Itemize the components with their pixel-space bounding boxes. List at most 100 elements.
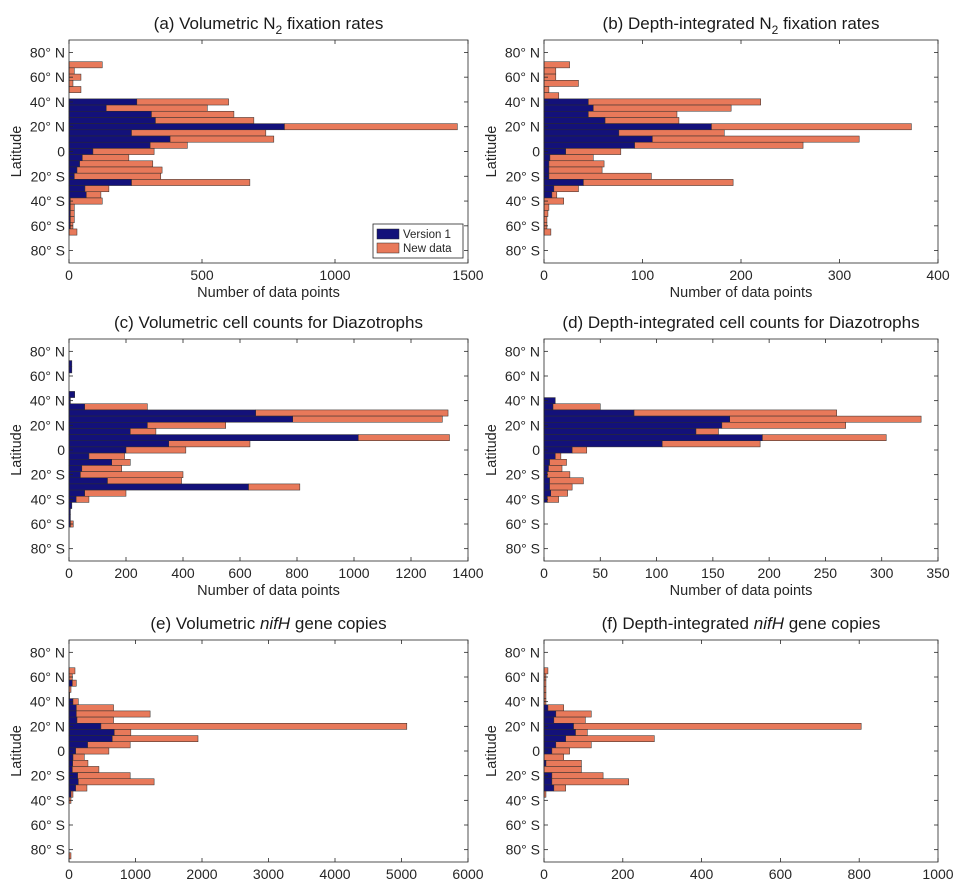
y-tick-label: 60° N — [505, 69, 540, 85]
bar-new-data — [550, 489, 568, 497]
title-italic: nifH — [754, 614, 785, 633]
x-tick-label: 300 — [828, 267, 852, 283]
bar-version1 — [68, 123, 285, 131]
bar-new-data — [84, 403, 148, 411]
bar-new-data — [248, 483, 301, 491]
x-tick-label: 800 — [285, 565, 309, 581]
bar-new-data — [70, 210, 75, 217]
y-tick-label: 20° N — [30, 417, 65, 433]
x-tick-label: 3000 — [253, 866, 284, 881]
bar-new-data — [70, 197, 103, 205]
bar-new-data — [565, 735, 655, 742]
y-tick-label: 80° N — [505, 644, 540, 660]
title-suffix: fixation rates — [778, 14, 879, 33]
bar-new-data — [72, 679, 77, 687]
bar-new-data — [543, 61, 570, 69]
bar-new-data — [551, 191, 558, 199]
bar-new-data — [76, 166, 163, 174]
y-tick-label: 60° N — [505, 368, 540, 384]
bar-version1 — [68, 117, 156, 124]
x-tick-label: 400 — [171, 565, 195, 581]
x-tick-label: 800 — [848, 866, 872, 881]
y-tick-label: 60° N — [30, 368, 65, 384]
bar-new-data — [70, 790, 74, 798]
bar-new-data — [549, 459, 567, 466]
bar-version1 — [543, 735, 566, 742]
bar-version1 — [68, 766, 73, 773]
y-tick-label: 80° N — [30, 44, 65, 60]
x-tick-label: 1200 — [395, 565, 426, 581]
bar-new-data — [79, 160, 154, 168]
chart-title: (c) Volumetric cell counts for Diazotrop… — [114, 313, 423, 332]
bar-new-data — [68, 667, 76, 675]
bar-new-data — [543, 80, 579, 87]
x-tick-label: 1400 — [452, 565, 483, 581]
y-tick-label: 80° N — [505, 44, 540, 60]
bar-new-data — [543, 766, 582, 773]
bar-new-data — [72, 753, 85, 761]
legend-label-version1: Version 1 — [403, 229, 451, 241]
bar-new-data — [661, 440, 761, 448]
title-suffix: gene copies — [784, 614, 880, 633]
y-tick-label: 0 — [57, 144, 65, 160]
bar-new-data — [588, 110, 678, 118]
bar-new-data — [543, 753, 564, 761]
bar-new-data — [70, 216, 75, 223]
bar-new-data — [155, 117, 255, 124]
y-tick-label: 20° S — [506, 168, 540, 184]
bar-version1 — [543, 191, 553, 199]
bar-new-data — [555, 452, 562, 460]
bar-version1 — [68, 778, 79, 786]
y-tick-label: 40° N — [30, 393, 65, 409]
title-italic: nifH — [260, 614, 291, 633]
panel-f: 0 200 400 600 800 1000 80° N 60° N 40° N 20° N 0 20… — [484, 614, 954, 881]
bar-version1 — [68, 98, 138, 106]
bar-new-data — [100, 723, 408, 730]
bar-version1 — [68, 403, 85, 411]
bar-version1 — [543, 422, 723, 429]
x-tick-label: 5000 — [386, 866, 417, 881]
bar-new-data — [68, 80, 74, 87]
x-tick-label: 6000 — [452, 866, 483, 881]
y-tick-label: 0 — [532, 144, 540, 160]
bar-version1 — [543, 459, 550, 466]
y-tick-label: 40° S — [31, 193, 65, 209]
x-tick-label: 0 — [540, 565, 548, 581]
bar-new-data — [68, 86, 82, 93]
bar-version1 — [543, 489, 552, 497]
bar-version1 — [543, 110, 589, 118]
x-tick-label: 1500 — [452, 267, 483, 283]
y-axis-label: Latitude — [484, 725, 500, 777]
y-tick-label: 20° S — [31, 768, 65, 784]
bar-new-data — [555, 710, 592, 718]
bar-version1 — [543, 415, 730, 423]
y-tick-label: 20° N — [30, 119, 65, 135]
x-tick-label: 100 — [645, 565, 669, 581]
x-tick-label: 4000 — [319, 866, 350, 881]
x-tick-label: 200 — [757, 565, 781, 581]
x-tick-label: 1000 — [319, 267, 350, 283]
bar-version1 — [543, 477, 550, 485]
bar-new-data — [575, 729, 588, 736]
bar-new-data — [547, 704, 564, 712]
bar-new-data — [549, 483, 573, 491]
bar-new-data — [70, 203, 75, 211]
bar-new-data — [105, 104, 208, 112]
bar-new-data — [543, 92, 560, 100]
bar-version1 — [543, 710, 557, 718]
bar-version1 — [68, 465, 83, 472]
bar-new-data — [543, 210, 549, 217]
x-tick-label: 400 — [690, 866, 714, 881]
bar-new-data — [358, 434, 450, 442]
bar-version1 — [543, 704, 549, 712]
bar-new-data — [76, 704, 114, 712]
x-tick-label: 250 — [814, 565, 838, 581]
bar-new-data — [87, 741, 131, 749]
y-tick-label: 80° S — [506, 842, 540, 858]
y-tick-label: 60° N — [30, 669, 65, 685]
bar-new-data — [555, 741, 592, 749]
bar-new-data — [84, 489, 127, 497]
bar-new-data — [593, 104, 732, 112]
bar-new-data — [107, 477, 182, 485]
bar-version1 — [543, 465, 549, 472]
